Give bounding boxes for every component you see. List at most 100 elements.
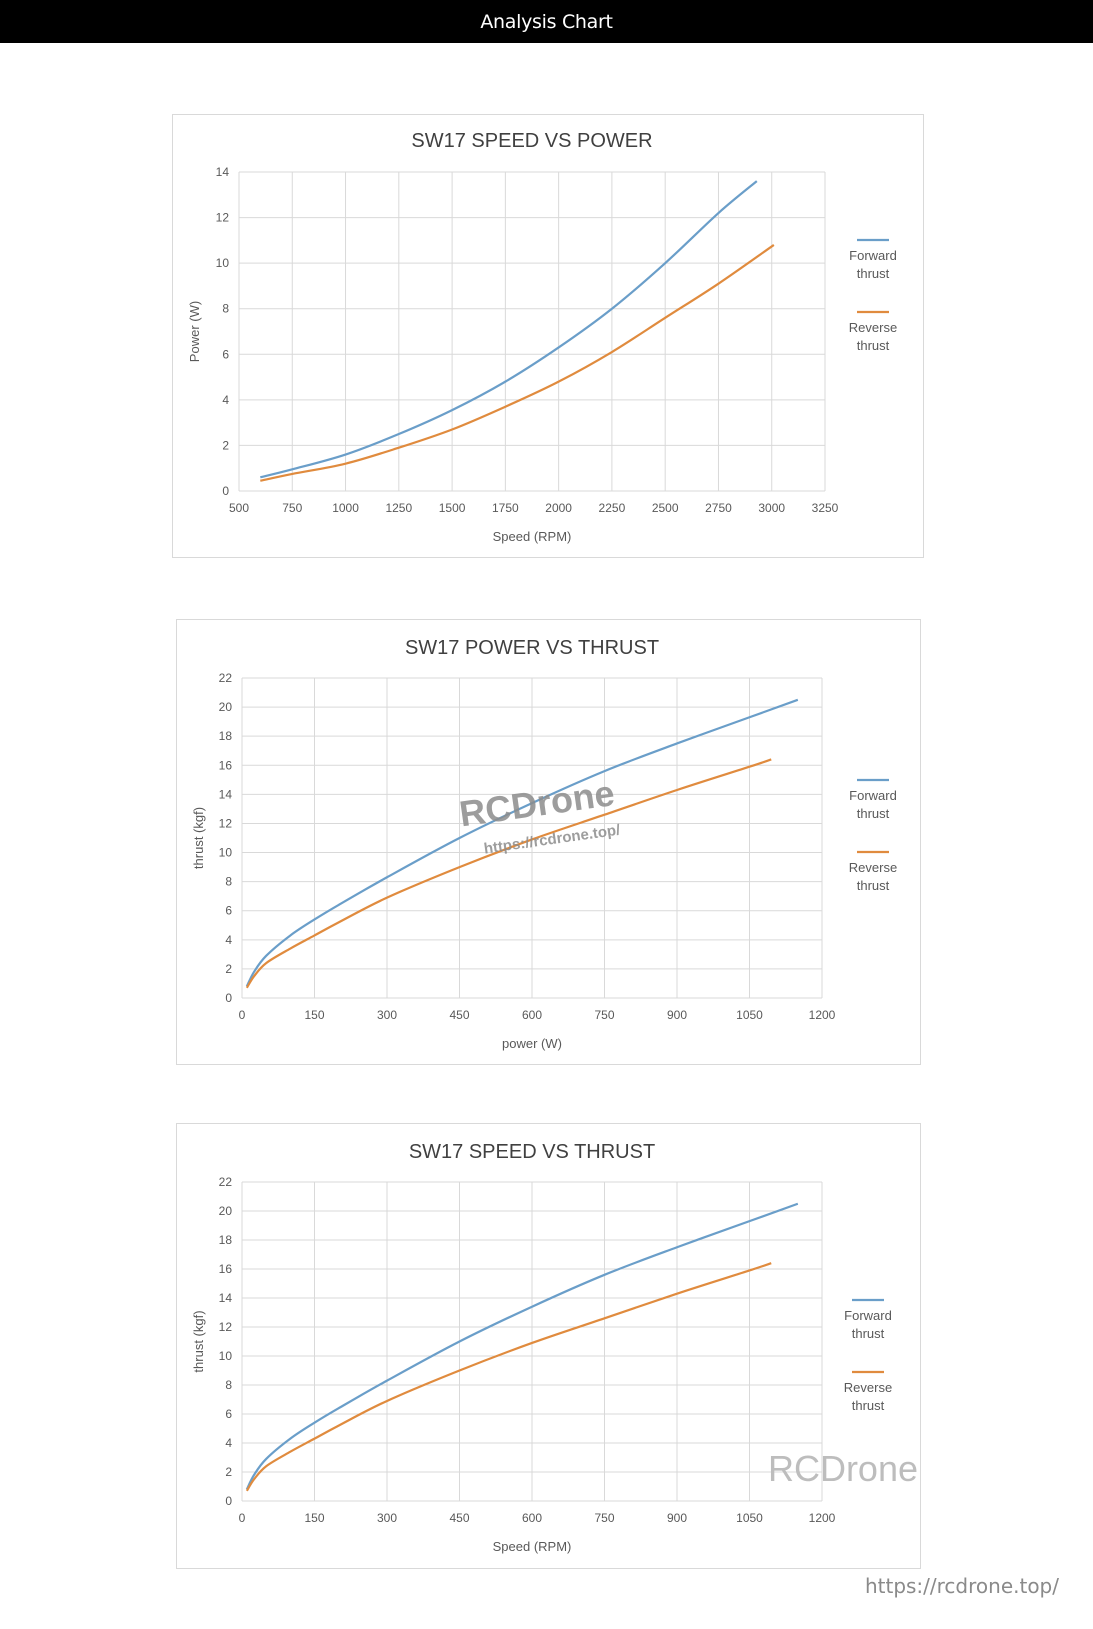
legend-label: Reverse [849, 320, 897, 335]
y-tick-label: 20 [219, 1204, 233, 1218]
y-tick-label: 4 [225, 933, 232, 947]
x-tick-label: 2750 [705, 501, 732, 515]
x-tick-label: 900 [667, 1008, 687, 1022]
x-tick-label: 750 [594, 1008, 614, 1022]
x-tick-label: 1000 [332, 501, 359, 515]
grid [241, 677, 823, 999]
legend-label: thrust [857, 806, 890, 821]
x-tick-label: 0 [239, 1511, 246, 1525]
x-axis-label: Speed (RPM) [493, 1539, 572, 1554]
grid [238, 171, 826, 492]
grid [241, 1181, 823, 1502]
x-tick-label: 300 [377, 1008, 397, 1022]
page-header: Analysis Chart [0, 0, 1093, 43]
x-tick-label: 1200 [809, 1008, 836, 1022]
x-tick-label: 500 [229, 501, 249, 515]
y-tick-label: 12 [219, 1320, 233, 1334]
y-tick-label: 6 [225, 1407, 232, 1421]
forward-thrust-line [245, 698, 799, 987]
y-tick-label: 0 [222, 484, 229, 498]
reverse-thrust-line [260, 244, 775, 482]
y-tick-label: 0 [225, 1494, 232, 1508]
y-tick-label: 8 [225, 1378, 232, 1392]
legend-label: Forward [849, 248, 897, 263]
page-title: Analysis Chart [480, 10, 613, 33]
footer-url[interactable]: https://rcdrone.top/ [864, 1574, 1059, 1598]
reverse-thrust-line [245, 1262, 772, 1492]
y-tick-label: 2 [225, 1465, 232, 1479]
x-tick-label: 300 [377, 1511, 397, 1525]
x-tick-label: 150 [304, 1008, 324, 1022]
x-tick-label: 1250 [385, 501, 412, 515]
y-tick-label: 8 [225, 875, 232, 889]
x-tick-label: 0 [239, 1008, 246, 1022]
y-tick-label: 4 [222, 393, 229, 407]
x-tick-label: 3000 [758, 501, 785, 515]
y-tick-label: 6 [225, 904, 232, 918]
y-tick-label: 8 [222, 302, 229, 316]
chart-speed-vs-power: SW17 SPEED VS POWER 0 2 4 6 8 10 12 14 500 750 1000… [172, 114, 924, 558]
y-tick-label: 14 [219, 1291, 233, 1305]
chart-power-vs-thrust: SW17 POWER VS THRUST 0 2 4 6 8 10 12 14 16 18 20 22 0… [176, 619, 921, 1065]
y-tick-label: 6 [222, 347, 229, 361]
y-tick-label: 16 [219, 1262, 233, 1276]
y-tick-label: 2 [225, 962, 232, 976]
legend: Forward thrust Reverse thrust [849, 778, 897, 893]
forward-thrust-line [245, 1202, 799, 1490]
legend-label: thrust [857, 266, 890, 281]
legend-label: thrust [857, 338, 890, 353]
y-tick-label: 18 [219, 1233, 233, 1247]
x-tick-label: 3250 [812, 501, 839, 515]
x-tick-label: 900 [667, 1511, 687, 1525]
legend-label: Reverse [849, 860, 897, 875]
y-tick-label: 10 [219, 1349, 233, 1363]
y-tick-label: 14 [219, 787, 233, 801]
x-tick-label: 2000 [545, 501, 572, 515]
chart-svg: SW17 SPEED VS POWER 0 2 4 6 8 10 12 14 500 750 1000… [187, 130, 897, 544]
chart-title: SW17 SPEED VS THRUST [409, 1141, 655, 1163]
legend-label: thrust [852, 1326, 885, 1341]
chart-svg: SW17 SPEED VS THRUST 0 2 4 6 8 10 12 14 16 18 20 22 0… [191, 1141, 918, 1554]
y-tick-label: 18 [219, 729, 233, 743]
y-tick-label: 16 [219, 758, 233, 772]
y-axis-label: Power (W) [187, 301, 202, 362]
x-tick-label: 750 [594, 1511, 614, 1525]
chart-title: SW17 SPEED VS POWER [411, 130, 652, 152]
x-axis-label: Speed (RPM) [493, 529, 572, 544]
x-tick-label: 1500 [439, 501, 466, 515]
legend: Forward thrust Reverse thrust [849, 238, 897, 353]
x-tick-label: 150 [304, 1511, 324, 1525]
legend-label: thrust [857, 878, 890, 893]
legend-label: Reverse [844, 1380, 892, 1395]
y-tick-label: 12 [219, 816, 233, 830]
x-tick-label: 450 [449, 1511, 469, 1525]
x-tick-label: 1050 [736, 1511, 763, 1525]
y-tick-label: 22 [219, 671, 233, 685]
y-tick-label: 22 [219, 1175, 233, 1189]
x-tick-label: 1750 [492, 501, 519, 515]
y-axis-label: thrust (kgf) [191, 807, 206, 869]
legend-label: Forward [849, 788, 897, 803]
x-axis-label: power (W) [502, 1036, 562, 1051]
chart-speed-vs-thrust: SW17 SPEED VS THRUST 0 2 4 6 8 10 12 14 16 18 20 22 0… [176, 1123, 921, 1569]
y-tick-label: 12 [216, 211, 230, 225]
x-tick-label: 450 [449, 1008, 469, 1022]
x-tick-label: 2250 [599, 501, 626, 515]
forward-thrust-line [260, 180, 758, 479]
x-tick-label: 750 [282, 501, 302, 515]
y-tick-label: 0 [225, 991, 232, 1005]
x-tick-label: 1200 [809, 1511, 836, 1525]
y-axis-label: thrust (kgf) [191, 1310, 206, 1372]
y-tick-label: 10 [216, 256, 230, 270]
y-tick-label: 20 [219, 700, 233, 714]
y-tick-label: 4 [225, 1436, 232, 1450]
x-tick-label: 600 [522, 1511, 542, 1525]
chart-title: SW17 POWER VS THRUST [405, 637, 659, 659]
x-tick-label: 600 [522, 1008, 542, 1022]
y-tick-label: 10 [219, 846, 233, 860]
y-tick-label: 2 [222, 438, 229, 452]
reverse-thrust-line [245, 758, 772, 989]
chart-svg: SW17 POWER VS THRUST 0 2 4 6 8 10 12 14 16 18 20 22 0… [191, 637, 897, 1051]
legend-label: Forward [844, 1308, 892, 1323]
x-tick-label: 1050 [736, 1008, 763, 1022]
